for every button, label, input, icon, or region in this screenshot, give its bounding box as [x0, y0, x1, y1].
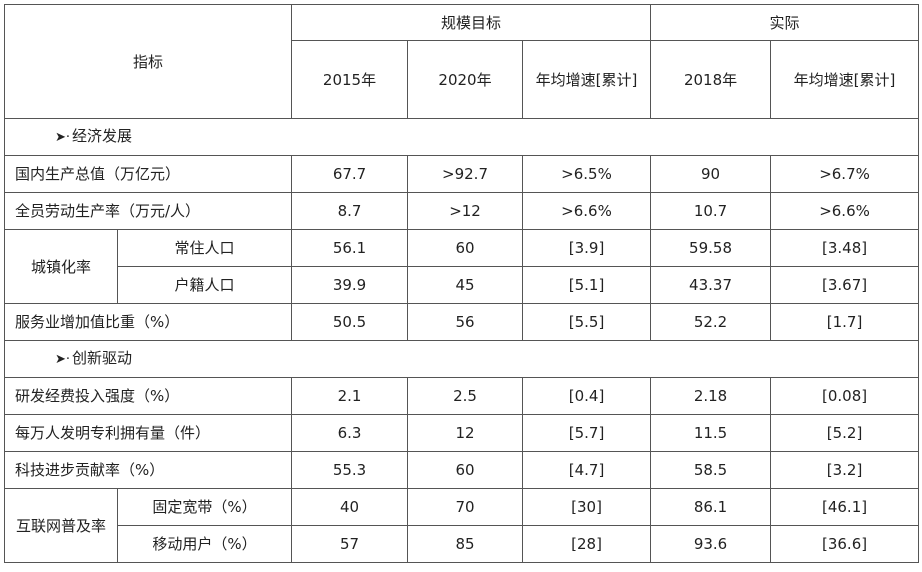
section-innovation-label: 创新驱动 — [72, 349, 133, 367]
cell-2020: 12 — [407, 414, 524, 452]
cell-growth-plan: [3.9] — [522, 229, 652, 267]
cell-2020: 45 — [407, 266, 524, 304]
row-label: 服务业增加值比重（%） — [3, 303, 293, 341]
header-growth-actual: 年均增速[累计] — [770, 40, 920, 119]
table-row: 全员劳动生产率（万元/人） 8.7 >12 >6.6% 10.7 >6.6% — [3, 192, 920, 230]
row-label: 移动用户（%） — [116, 525, 293, 563]
cell-2018: 10.7 — [650, 192, 772, 230]
table-row: 每万人发明专利拥有量（件） 6.3 12 [5.7] 11.5 [5.2] — [3, 414, 920, 452]
cell-2020: 85 — [407, 525, 524, 563]
cell-2018: 86.1 — [650, 488, 772, 526]
table-row: 互联网普及率 固定宽带（%） 40 70 [30] 86.1 [46.1] — [4, 488, 920, 563]
row-label: 每万人发明专利拥有量（件） — [3, 414, 293, 452]
table-row: 国内生产总值（万亿元） 67.7 >92.7 >6.5% 90 >6.7% — [3, 155, 920, 193]
cell-growth-actual: [36.6] — [770, 525, 920, 563]
group-label-internet: 互联网普及率 — [4, 488, 118, 563]
cell-growth-plan: [5.5] — [522, 303, 652, 341]
cell-growth-actual: [3.48] — [770, 229, 920, 267]
cell-growth-actual: [3.2] — [770, 451, 920, 489]
section-economy: ➤· 经济发展 — [3, 118, 920, 156]
cell-growth-actual: >6.6% — [770, 192, 920, 230]
cell-2015: 57 — [291, 525, 409, 563]
header-growth-plan: 年均增速[累计] — [522, 40, 652, 119]
table-row: 户籍人口 39.9 45 [5.1] 43.37 [3.67] — [5, 266, 920, 304]
header-indicator: 指标 — [3, 4, 293, 119]
table-row: 移动用户（%） 57 85 [28] 93.6 [36.6] — [5, 525, 920, 563]
cell-2020: >12 — [407, 192, 524, 230]
cell-2018: 11.5 — [650, 414, 772, 452]
cell-2015: 50.5 — [291, 303, 409, 341]
header-2018: 2018年 — [650, 40, 772, 119]
indicator-table: 指标 规模目标 实际 2015年 2020年 年均增速[累计] 2018年 年均… — [3, 4, 920, 563]
cell-2015: 39.9 — [291, 266, 409, 304]
cell-growth-plan: [0.4] — [522, 377, 652, 415]
header-2015: 2015年 — [291, 40, 409, 119]
cell-2018: 43.37 — [650, 266, 772, 304]
row-label: 科技进步贡献率（%） — [3, 451, 293, 489]
cell-growth-plan: >6.5% — [522, 155, 652, 193]
row-label: 全员劳动生产率（万元/人） — [3, 192, 293, 230]
header-row-2: 2015年 2020年 年均增速[累计] 2018年 年均增速[累计] — [5, 40, 920, 119]
cell-growth-actual: >6.7% — [770, 155, 920, 193]
cell-growth-actual: [0.08] — [770, 377, 920, 415]
section-row-economy: ➤· 经济发展 — [3, 118, 920, 156]
cell-2018: 52.2 — [650, 303, 772, 341]
cell-2020: 2.5 — [407, 377, 524, 415]
cell-2018: 59.58 — [650, 229, 772, 267]
arrow-bullet-icon: ➤· — [55, 130, 71, 145]
header-2020: 2020年 — [407, 40, 524, 119]
section-economy-label: 经济发展 — [72, 127, 133, 145]
cell-2018: 58.5 — [650, 451, 772, 489]
row-label: 户籍人口 — [116, 266, 293, 304]
cell-growth-actual: [3.67] — [770, 266, 920, 304]
row-label: 常住人口 — [116, 229, 293, 267]
cell-2015: 67.7 — [291, 155, 409, 193]
row-label: 固定宽带（%） — [116, 488, 293, 526]
header-row-1: 指标 规模目标 实际 — [3, 4, 920, 119]
cell-growth-plan: [5.1] — [522, 266, 652, 304]
section-row-innovation: ➤· 创新驱动 — [3, 340, 920, 378]
table-row: 服务业增加值比重（%） 50.5 56 [5.5] 52.2 [1.7] — [3, 303, 920, 341]
cell-growth-plan: [4.7] — [522, 451, 652, 489]
cell-growth-actual: [1.7] — [770, 303, 920, 341]
group-label-urban: 城镇化率 — [4, 229, 118, 304]
header-actual: 实际 — [650, 4, 920, 41]
header-planned-target: 规模目标 — [291, 4, 652, 41]
cell-2015: 2.1 — [291, 377, 409, 415]
cell-growth-plan: >6.6% — [522, 192, 652, 230]
cell-2020: 60 — [407, 451, 524, 489]
cell-growth-plan: [30] — [522, 488, 652, 526]
cell-2015: 56.1 — [291, 229, 409, 267]
section-innovation: ➤· 创新驱动 — [3, 340, 920, 378]
row-label: 研发经费投入强度（%） — [3, 377, 293, 415]
cell-2015: 40 — [291, 488, 409, 526]
cell-2020: 56 — [407, 303, 524, 341]
cell-2020: 70 — [407, 488, 524, 526]
cell-2015: 6.3 — [291, 414, 409, 452]
cell-2018: 90 — [650, 155, 772, 193]
cell-growth-actual: [46.1] — [770, 488, 920, 526]
row-label: 国内生产总值（万亿元） — [3, 155, 293, 193]
cell-growth-plan: [5.7] — [522, 414, 652, 452]
cell-growth-plan: [28] — [522, 525, 652, 563]
table-row: 城镇化率 常住人口 56.1 60 [3.9] 59.58 [3.48] — [4, 229, 920, 304]
cell-2018: 2.18 — [650, 377, 772, 415]
cell-2020: 60 — [407, 229, 524, 267]
cell-2015: 55.3 — [291, 451, 409, 489]
cell-2015: 8.7 — [291, 192, 409, 230]
arrow-bullet-icon: ➤· — [55, 352, 71, 367]
cell-2018: 93.6 — [650, 525, 772, 563]
cell-2020: >92.7 — [407, 155, 524, 193]
table-row: 科技进步贡献率（%） 55.3 60 [4.7] 58.5 [3.2] — [3, 451, 920, 489]
table-row: 研发经费投入强度（%） 2.1 2.5 [0.4] 2.18 [0.08] — [3, 377, 920, 415]
cell-growth-actual: [5.2] — [770, 414, 920, 452]
